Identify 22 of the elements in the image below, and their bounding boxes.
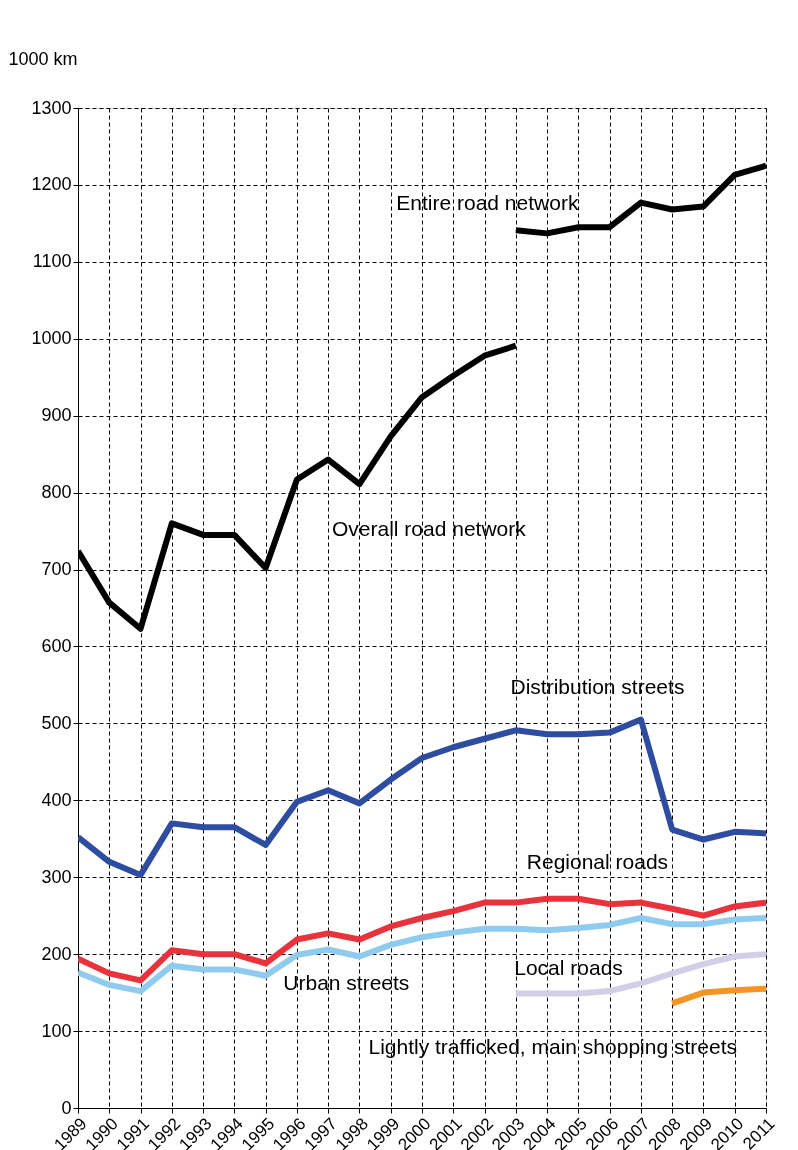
y-tick-label: 0 [61,1097,72,1118]
annotation: Overall road network [332,517,527,540]
annotation: Lightly trafficked, main shopping streets [368,1035,737,1058]
y-tick-label: 300 [41,866,72,887]
y-tick-label: 600 [41,635,72,656]
y-tick-label: 1000 [31,328,72,349]
y-tick-label: 200 [41,943,72,964]
annotation: Distribution streets [510,675,685,698]
y-tick-label: 1100 [32,251,72,272]
y-tick-label: 800 [41,482,72,503]
annotation: Urban streets [283,971,410,994]
y-tick-label: 100 [41,1020,72,1041]
y-tick-label: 900 [41,405,72,426]
annotation: Regional roads [526,850,669,873]
y-tick-label: 500 [41,712,72,733]
y-tick-label: 400 [41,789,72,810]
y-tick-label: 1200 [31,174,72,195]
y-axis-title: 1000 km [8,48,78,69]
annotation: Entire road network [396,191,579,214]
annotation: Local roads [514,956,623,979]
y-tick-label: 1300 [31,97,72,118]
y-tick-label: 700 [41,559,72,580]
